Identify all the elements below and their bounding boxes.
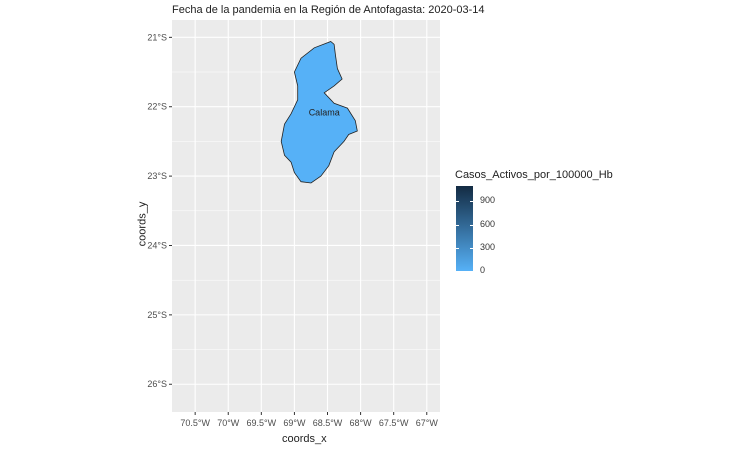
x-tick-label: 69.5°W bbox=[247, 418, 277, 428]
x-tick-label: 68.5°W bbox=[313, 418, 343, 428]
x-tick-label: 67°W bbox=[416, 418, 439, 428]
y-axis-ticks: 21°S 22°S 23°S 24°S 25°S 26°S bbox=[147, 32, 172, 389]
y-tick-label: 25°S bbox=[147, 310, 167, 320]
x-axis-title: coords_x bbox=[282, 433, 327, 445]
legend-label: 600 bbox=[480, 218, 496, 229]
y-axis-title: coords_y bbox=[136, 201, 149, 247]
y-tick-label: 22°S bbox=[147, 102, 167, 112]
y-tick-label: 24°S bbox=[147, 240, 167, 250]
x-tick-label: 67.5°W bbox=[379, 418, 409, 428]
legend-label: 900 bbox=[480, 195, 496, 206]
region-calama bbox=[280, 41, 358, 184]
plot-title: Fecha de la pandemia en la Región de Ant… bbox=[172, 4, 485, 16]
y-tick-label: 23°S bbox=[147, 171, 167, 181]
legend-label: 300 bbox=[480, 241, 496, 252]
x-tick-label: 69°W bbox=[283, 418, 306, 428]
x-axis-ticks: 70.5°W 70°W 69.5°W 69°W 68.5°W 68°W 67.5°W 67°W bbox=[180, 412, 438, 428]
region-label-calama: Calama bbox=[309, 107, 340, 117]
y-tick-label: 26°S bbox=[147, 379, 167, 389]
y-tick-label: 21°S bbox=[147, 32, 167, 42]
legend-title: Casos_Activos_por_100000_Hb bbox=[455, 169, 613, 181]
legend-colorbar bbox=[456, 186, 473, 271]
x-tick-label: 70.5°W bbox=[180, 418, 210, 428]
x-tick-label: 68°W bbox=[350, 418, 373, 428]
legend-label: 0 bbox=[480, 265, 486, 275]
x-tick-label: 70°W bbox=[217, 418, 240, 428]
